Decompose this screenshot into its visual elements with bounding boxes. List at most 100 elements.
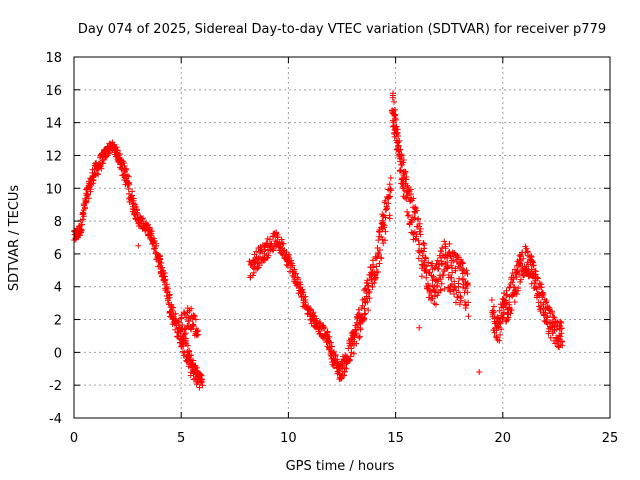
data-point [454, 294, 461, 301]
data-point [450, 257, 457, 264]
data-point [509, 279, 516, 286]
data-point [541, 312, 548, 319]
data-point [425, 280, 431, 287]
data-point [190, 357, 197, 364]
data-point [324, 329, 331, 336]
data-point [395, 133, 402, 140]
data-point [511, 298, 518, 305]
y-tick-label: 16 [45, 84, 62, 99]
data-point [159, 264, 166, 271]
data-point [134, 210, 141, 217]
data-point [555, 343, 562, 350]
data-point [375, 268, 382, 275]
x-tick-label: 25 [602, 431, 619, 446]
data-point [448, 262, 455, 269]
data-point [196, 384, 203, 391]
data-point [371, 279, 378, 286]
data-point [114, 147, 121, 154]
data-point [431, 288, 438, 295]
data-point [300, 289, 307, 296]
data-point [387, 175, 394, 182]
data-point [420, 261, 427, 268]
data-point [452, 299, 459, 306]
data-point [373, 263, 380, 270]
data-point [465, 299, 472, 306]
y-tick-label: -4 [49, 412, 62, 427]
data-point [365, 307, 372, 314]
data-point [343, 365, 350, 372]
data-point [336, 370, 343, 377]
data-point [434, 292, 441, 299]
data-point [524, 248, 531, 255]
data-point [513, 291, 520, 298]
data-point [516, 252, 523, 259]
data-point [417, 225, 424, 232]
data-point [340, 372, 347, 379]
data-point [542, 299, 549, 306]
data-point [381, 222, 388, 229]
data-point [78, 227, 85, 234]
data-point [358, 305, 365, 312]
data-point [182, 340, 189, 347]
data-point [148, 230, 155, 237]
data-point [121, 160, 128, 167]
data-point [509, 270, 516, 277]
data-point [372, 273, 379, 280]
data-point [389, 94, 396, 101]
data-point [442, 245, 449, 252]
data-point [382, 197, 389, 204]
data-point [449, 265, 456, 272]
data-point [357, 326, 364, 333]
data-point [280, 240, 287, 247]
data-point [498, 326, 505, 333]
data-point [500, 296, 507, 303]
data-point [381, 237, 388, 244]
data-point [356, 334, 363, 341]
data-point [540, 291, 547, 298]
data-point [190, 322, 197, 329]
data-point [385, 200, 392, 207]
data-point [353, 330, 360, 337]
data-point [464, 289, 471, 296]
data-point [495, 315, 502, 322]
data-point [263, 240, 270, 247]
data-point [503, 292, 510, 299]
data-point [400, 193, 407, 200]
data-point [355, 306, 362, 313]
data-point [96, 161, 103, 168]
data-point [361, 305, 368, 312]
data-point [544, 313, 551, 320]
data-point [158, 260, 165, 267]
data-point [356, 333, 363, 340]
data-point [549, 319, 556, 326]
data-point [488, 296, 495, 303]
data-point [261, 246, 268, 253]
data-point [456, 301, 463, 308]
data-point [170, 304, 177, 311]
data-point [534, 274, 541, 281]
data-point [425, 283, 432, 290]
data-point [557, 318, 564, 325]
data-point [265, 252, 272, 259]
data-point [404, 182, 411, 189]
data-point [362, 285, 369, 292]
data-point [90, 176, 97, 183]
data-point [517, 260, 524, 267]
data-point [501, 309, 508, 316]
data-point [405, 187, 412, 194]
data-point [438, 280, 445, 287]
data-point [197, 371, 204, 378]
data-point [420, 248, 427, 255]
data-point [400, 159, 407, 166]
data-point [189, 362, 196, 369]
data-point [80, 213, 87, 220]
data-point [273, 229, 280, 236]
data-point [460, 284, 467, 291]
data-point [403, 195, 410, 202]
data-point [408, 219, 415, 226]
data-point [495, 323, 502, 330]
data-point [364, 298, 371, 305]
data-point [528, 266, 535, 273]
data-point [376, 247, 383, 254]
y-tick-label: 18 [45, 51, 62, 66]
